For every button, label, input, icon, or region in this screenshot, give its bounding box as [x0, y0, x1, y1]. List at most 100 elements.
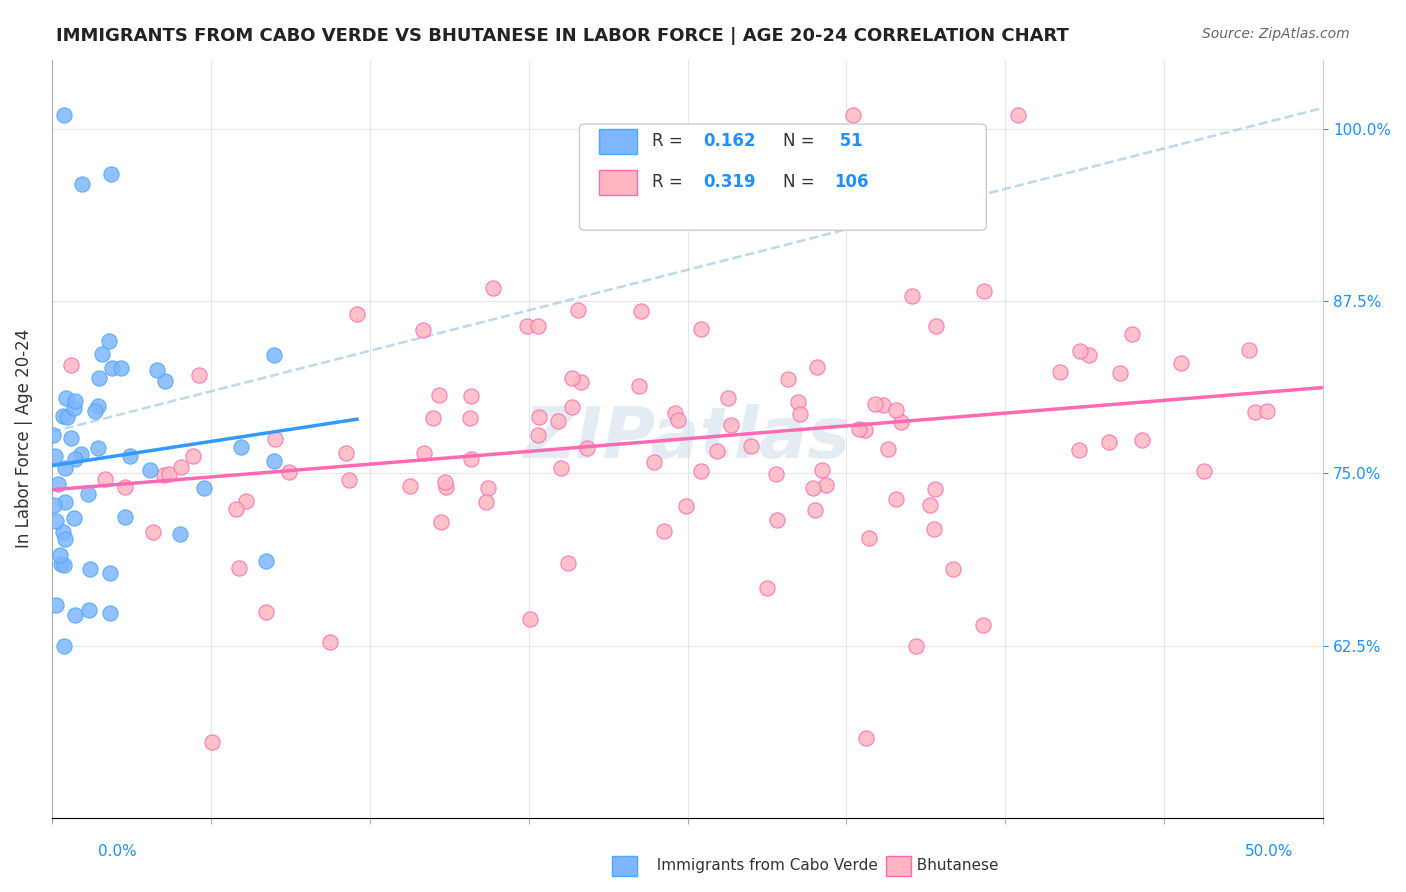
Text: N =: N =	[783, 133, 814, 151]
Point	[706, 444, 728, 458]
Point	[527, 319, 550, 334]
Point	[1049, 365, 1071, 379]
Point	[1237, 343, 1260, 357]
Point	[901, 289, 924, 303]
Point	[153, 468, 176, 483]
Point	[110, 360, 132, 375]
Point	[666, 413, 689, 427]
Point	[973, 284, 995, 298]
Point	[157, 467, 180, 481]
Point	[477, 481, 499, 495]
Point	[56, 409, 79, 424]
Point	[53, 461, 76, 475]
Point	[806, 359, 828, 374]
Text: 51: 51	[834, 133, 862, 151]
Point	[277, 465, 299, 479]
Point	[460, 452, 482, 467]
Point	[146, 362, 169, 376]
FancyBboxPatch shape	[579, 124, 987, 230]
Point	[1243, 405, 1265, 419]
Point	[855, 423, 877, 437]
Point	[63, 394, 86, 409]
Point	[1069, 443, 1091, 458]
Point	[865, 397, 887, 411]
Point	[254, 554, 277, 568]
Point	[62, 511, 84, 525]
Text: IMMIGRANTS FROM CABO VERDE VS BHUTANESE IN LABOR FORCE | AGE 20-24 CORRELATION C: IMMIGRANTS FROM CABO VERDE VS BHUTANESE …	[56, 27, 1069, 45]
Point	[44, 450, 66, 464]
Point	[458, 410, 481, 425]
Point	[643, 455, 665, 469]
Point	[576, 441, 599, 455]
FancyBboxPatch shape	[599, 169, 637, 194]
Point	[872, 398, 894, 412]
Point	[740, 439, 762, 453]
Point	[925, 319, 948, 334]
Text: Source: ZipAtlas.com: Source: ZipAtlas.com	[1202, 27, 1350, 41]
Point	[550, 461, 572, 475]
Point	[972, 618, 994, 632]
Point	[263, 348, 285, 362]
Y-axis label: In Labor Force | Age 20-24: In Labor Force | Age 20-24	[15, 329, 32, 549]
Point	[652, 524, 675, 539]
Point	[188, 368, 211, 382]
Point	[63, 607, 86, 622]
Point	[69, 447, 91, 461]
Point	[263, 432, 285, 446]
Point	[1069, 344, 1091, 359]
Text: Immigrants from Cabo Verde: Immigrants from Cabo Verde	[647, 858, 877, 872]
Point	[53, 495, 76, 509]
Point	[815, 478, 838, 492]
Point	[765, 467, 787, 481]
Point	[86, 399, 108, 413]
Point	[53, 108, 76, 122]
Text: 0.0%: 0.0%	[98, 845, 138, 859]
Text: 0.162: 0.162	[703, 133, 755, 151]
Point	[884, 491, 907, 506]
Text: R =: R =	[652, 133, 688, 151]
Point	[547, 414, 569, 428]
Point	[52, 558, 75, 573]
Point	[98, 566, 121, 580]
Point	[1256, 404, 1278, 418]
Point	[675, 499, 697, 513]
Point	[97, 334, 120, 348]
Point	[101, 361, 124, 376]
Point	[766, 513, 789, 527]
Point	[1007, 108, 1029, 122]
Point	[118, 449, 141, 463]
Point	[114, 480, 136, 494]
Point	[142, 524, 165, 539]
Point	[803, 503, 825, 517]
Point	[475, 494, 498, 508]
Point	[399, 478, 422, 492]
Point	[460, 389, 482, 403]
Point	[79, 562, 101, 576]
Point	[422, 410, 444, 425]
Point	[98, 606, 121, 620]
Point	[842, 108, 865, 122]
Point	[412, 446, 434, 460]
Point	[65, 451, 87, 466]
Point	[433, 475, 456, 489]
Point	[49, 548, 72, 562]
Point	[51, 409, 73, 423]
Point	[786, 394, 808, 409]
Point	[515, 319, 537, 334]
Point	[84, 403, 107, 417]
Point	[1170, 356, 1192, 370]
Point	[1121, 326, 1143, 341]
Point	[42, 428, 65, 442]
Point	[482, 281, 505, 295]
Point	[561, 400, 583, 414]
Point	[630, 304, 652, 318]
Point	[886, 402, 908, 417]
Point	[87, 441, 110, 455]
Point	[45, 514, 67, 528]
Point	[918, 498, 941, 512]
Point	[855, 731, 877, 745]
Point	[169, 527, 191, 541]
Point	[561, 371, 583, 385]
Point	[890, 415, 912, 429]
Point	[567, 302, 589, 317]
